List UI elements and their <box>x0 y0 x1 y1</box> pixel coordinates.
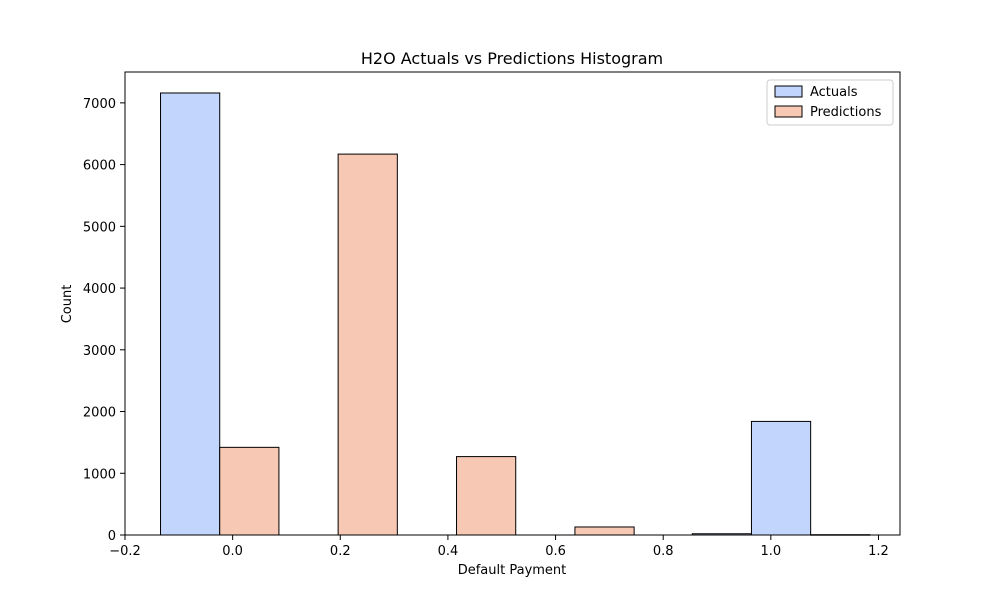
x-tick-label: 0.0 <box>222 544 243 559</box>
x-tick-label: 0.6 <box>545 544 566 559</box>
x-tick-label: −0.2 <box>109 544 141 559</box>
x-tick-label: 1.0 <box>760 544 781 559</box>
chart-title: H2O Actuals vs Predictions Histogram <box>361 49 663 68</box>
x-tick-label: 0.8 <box>653 544 674 559</box>
plot-frame <box>124 71 901 536</box>
x-tick-label: 1.2 <box>868 544 889 559</box>
bar-predictions-0 <box>219 446 280 536</box>
y-tick-label: 6000 <box>83 159 116 174</box>
y-tick-label: 0 <box>108 529 116 544</box>
y-axis-label: Count <box>60 285 75 324</box>
bar-predictions-1 <box>337 153 398 536</box>
bar-predictions-3 <box>574 526 635 536</box>
bars-layer <box>160 92 871 536</box>
legend-label-predictions: Predictions <box>810 105 882 120</box>
x-tick-label: 0.4 <box>438 544 459 559</box>
bar-predictions-2 <box>456 456 517 536</box>
legend-swatch-predictions <box>774 105 803 118</box>
bar-actuals-0 <box>160 92 221 536</box>
y-tick-label: 7000 <box>83 97 116 112</box>
y-tick-label: 4000 <box>83 282 116 297</box>
bar-actuals-2 <box>750 420 812 536</box>
y-tick-label: 2000 <box>83 406 116 421</box>
legend: Actuals Predictions <box>766 79 894 126</box>
x-tick-label: 0.2 <box>330 544 351 559</box>
x-axis-ticks: −0.2 0.0 0.2 0.4 0.6 0.8 1.0 1.2 <box>109 535 889 559</box>
x-axis-label: Default Payment <box>458 563 567 578</box>
y-tick-label: 1000 <box>83 467 116 482</box>
legend-label-actuals: Actuals <box>810 85 858 100</box>
legend-swatch-actuals <box>774 85 803 98</box>
y-tick-label: 3000 <box>83 344 116 359</box>
y-tick-label: 5000 <box>83 220 116 235</box>
y-axis-ticks: 0 1000 2000 3000 4000 5000 6000 7000 <box>83 97 125 544</box>
